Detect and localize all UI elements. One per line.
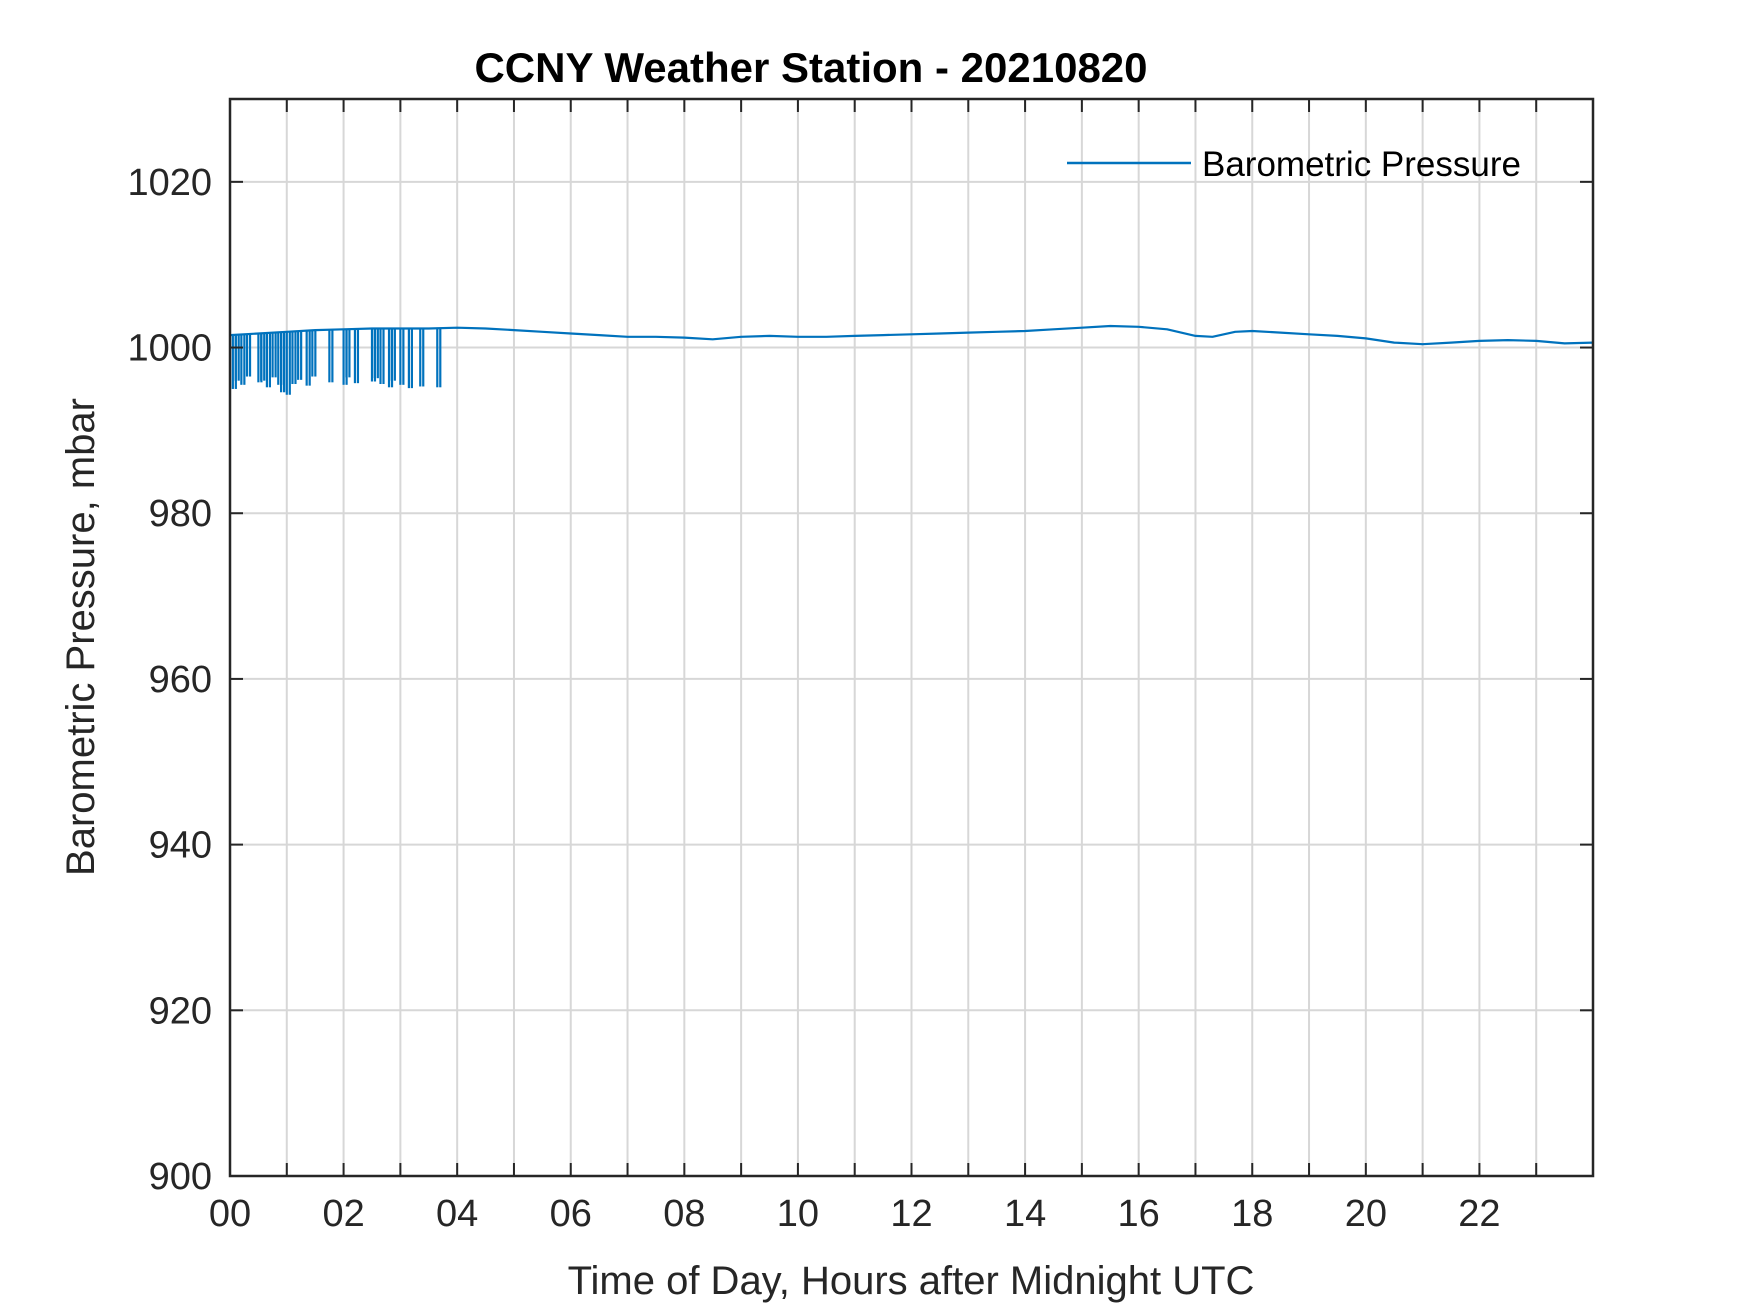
y-tick-label: 940 — [149, 825, 212, 867]
x-tick-label: 18 — [1231, 1193, 1273, 1235]
y-tick-label: 900 — [149, 1156, 212, 1198]
x-tick-label: 10 — [777, 1193, 819, 1235]
x-tick-label: 16 — [1118, 1193, 1160, 1235]
y-tick-labels: 900 920 940 960 980 1000 1020 — [127, 162, 212, 1198]
y-tick-label: 1020 — [127, 162, 212, 204]
x-tick-label: 12 — [890, 1193, 932, 1235]
x-tick-label: 02 — [322, 1193, 364, 1235]
series-line-barometric-pressure — [229, 324, 1594, 346]
chart-title: CCNY Weather Station - 20210820 — [474, 44, 1147, 91]
x-tick-label: 08 — [663, 1193, 705, 1235]
x-tick-label: 06 — [550, 1193, 592, 1235]
y-tick-label: 920 — [149, 990, 212, 1032]
x-axis-label: Time of Day, Hours after Midnight UTC — [568, 1259, 1255, 1303]
y-tick-label: 980 — [149, 493, 212, 535]
legend: Barometric Pressure — [1067, 145, 1521, 184]
axes-frame — [228, 97, 1595, 1178]
x-tick-label: 00 — [209, 1193, 251, 1235]
x-tick-label: 04 — [436, 1193, 478, 1235]
x-tick-label: 14 — [1004, 1193, 1046, 1235]
y-axis-label: Barometric Pressure, mbar — [59, 398, 103, 876]
x-tick-label: 22 — [1458, 1193, 1500, 1235]
series-group — [229, 324, 1594, 395]
x-tick-labels: 00 02 04 06 08 10 12 14 16 18 20 22 — [209, 1193, 1501, 1235]
x-tick-label: 20 — [1345, 1193, 1387, 1235]
legend-label: Barometric Pressure — [1202, 145, 1521, 184]
y-tick-label: 1000 — [127, 328, 212, 370]
y-tick-label: 960 — [149, 659, 212, 701]
